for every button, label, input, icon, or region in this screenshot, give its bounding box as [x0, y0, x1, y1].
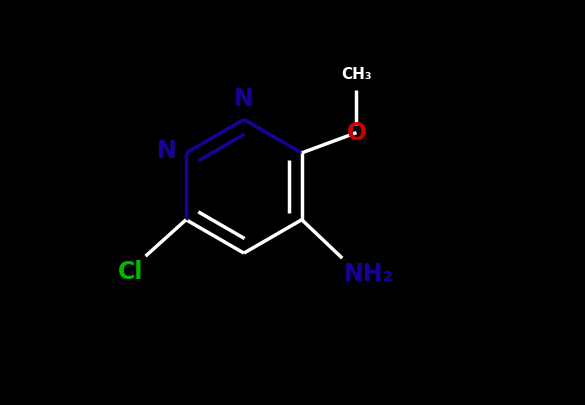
Text: N: N: [157, 139, 177, 163]
Text: NH₂: NH₂: [345, 262, 394, 286]
Text: CH₃: CH₃: [341, 67, 371, 82]
Text: N: N: [234, 87, 254, 111]
Text: Cl: Cl: [118, 260, 143, 284]
Text: O: O: [346, 121, 367, 145]
